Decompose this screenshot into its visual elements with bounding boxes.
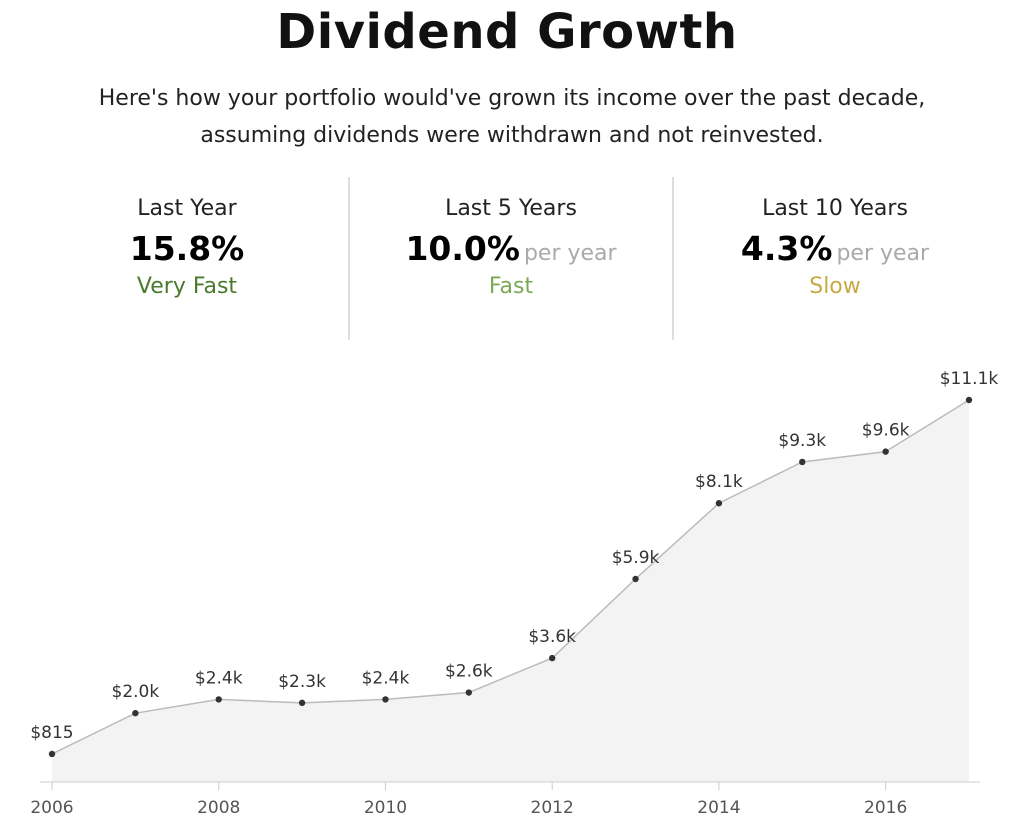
stat-label: Last 5 Years	[445, 196, 577, 221]
data-point	[298, 699, 306, 707]
stat-rating: Fast	[488, 274, 534, 299]
data-point	[632, 575, 639, 583]
stat-value: 10.0% per year	[350, 229, 672, 268]
data-point	[48, 750, 56, 758]
data-point	[215, 696, 222, 703]
data-label: $5.9k	[612, 548, 660, 568]
data-point	[548, 654, 556, 662]
data-point	[799, 458, 806, 466]
area-fill	[52, 400, 969, 782]
data-label: $2.0k	[112, 682, 160, 702]
subtitle-line-2: assuming dividends were withdrawn and no…	[200, 123, 824, 148]
stat-unit: per year	[523, 241, 617, 266]
data-label: $815	[30, 723, 73, 743]
x-tick-label: 2006	[30, 798, 73, 818]
series-line	[51, 399, 970, 755]
growth-stats: Last Year 15.8% Very Fast Last 5 Years 1…	[26, 177, 996, 340]
dividend-growth-chart: 2006 2008 2010 2012 2014 2016 $815 $2.0k $2.4k $2…	[30, 369, 999, 818]
x-tick-label: 2016	[864, 798, 907, 818]
page-subtitle: Here's how your portfolio would've grown…	[0, 80, 1014, 154]
stat-label: Last Year	[137, 196, 237, 221]
x-tick-label: 2012	[531, 798, 574, 818]
stat-percent: 4.3%	[740, 229, 833, 268]
page-title: Dividend Growth	[276, 4, 738, 60]
stat-label: Last 10 Years	[762, 196, 908, 221]
stat-last-10-years: Last 10 Years 4.3% per year Slow	[672, 177, 996, 340]
stat-last-year: Last Year 15.8% Very Fast	[26, 177, 348, 340]
data-label: $2.4k	[362, 668, 410, 688]
stat-percent: 10.0%	[405, 229, 520, 268]
data-label: $2.4k	[195, 668, 243, 688]
data-label: $2.6k	[445, 662, 493, 682]
stat-value: 4.3% per year	[674, 229, 996, 268]
data-label: $11.1k	[940, 369, 999, 389]
x-tick-label: 2008	[197, 798, 240, 818]
data-point	[715, 500, 723, 507]
data-label: $3.6k	[528, 627, 576, 647]
data-point	[465, 689, 473, 696]
data-label: $9.6k	[862, 421, 910, 441]
x-tick-label: 2014	[697, 798, 740, 818]
data-point	[132, 709, 139, 717]
stat-last-5-years: Last 5 Years 10.0% per year Fast	[348, 177, 672, 340]
stat-percent: 15.8%	[129, 229, 245, 268]
stat-unit: per year	[836, 241, 930, 266]
x-tick-label: 2010	[364, 798, 407, 818]
data-point	[882, 448, 889, 455]
data-label: $9.3k	[778, 431, 826, 451]
stat-rating: Very Fast	[136, 274, 238, 299]
data-label: $8.1k	[695, 472, 743, 492]
stat-value: 15.8%	[26, 229, 348, 268]
data-label: $2.3k	[278, 672, 326, 692]
subtitle-line-1: Here's how your portfolio would've grown…	[98, 86, 926, 111]
data-point	[965, 396, 973, 404]
stat-rating: Slow	[809, 274, 861, 299]
data-point	[382, 696, 389, 703]
